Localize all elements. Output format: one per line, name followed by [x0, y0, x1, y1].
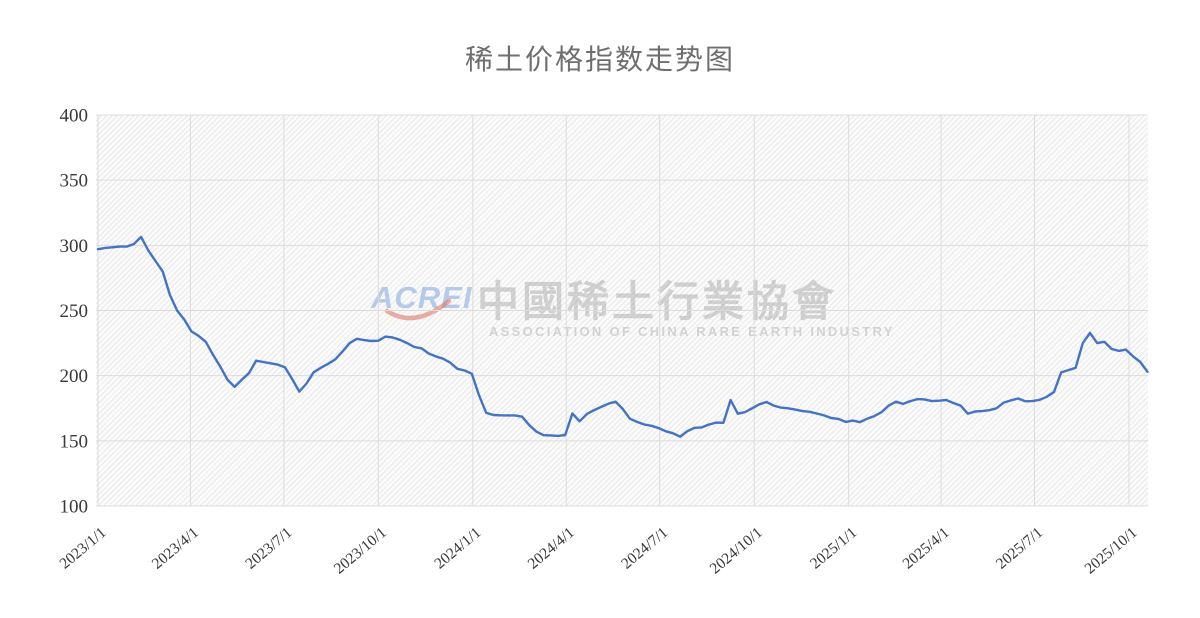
y-tick-label: 400: [60, 106, 89, 127]
x-axis-labels: 2023/1/1 2023/4/1 2023/7/1 2023/10/1 2024/1/…: [56, 524, 1140, 577]
y-tick-label: 300: [60, 236, 89, 257]
x-tick-label: 2023/7/1: [242, 524, 295, 572]
x-tick-label: 2024/1/1: [431, 524, 484, 572]
y-axis-labels: 100 150 200 250 300 350 400: [60, 106, 89, 518]
x-tick-label: 2025/1/1: [807, 524, 860, 572]
x-tick-label: 2023/10/1: [331, 524, 390, 577]
price-index-line: [96, 235, 1149, 438]
x-tick-label: 2024/10/1: [707, 524, 766, 577]
y-tick-label: 250: [60, 301, 89, 322]
y-tick-label: 200: [60, 366, 89, 387]
x-tick-label: 2023/1/1: [56, 524, 109, 572]
vertical-gridlines: [97, 115, 1130, 506]
x-tick-label: 2024/7/1: [618, 524, 671, 572]
y-tick-label: 150: [60, 431, 89, 452]
x-tick-label: 2025/4/1: [899, 524, 952, 572]
horizontal-gridlines: [96, 114, 1148, 507]
x-tick-label: 2025/7/1: [993, 524, 1046, 572]
chart-title: 稀土价格指数走势图: [464, 45, 735, 76]
x-tick-label: 2023/4/1: [149, 524, 202, 572]
x-tick-label: 2024/4/1: [525, 524, 578, 572]
y-tick-label: 100: [60, 497, 89, 518]
y-tick-label: 350: [60, 171, 89, 192]
x-tick-label: 2025/10/1: [1081, 524, 1140, 577]
